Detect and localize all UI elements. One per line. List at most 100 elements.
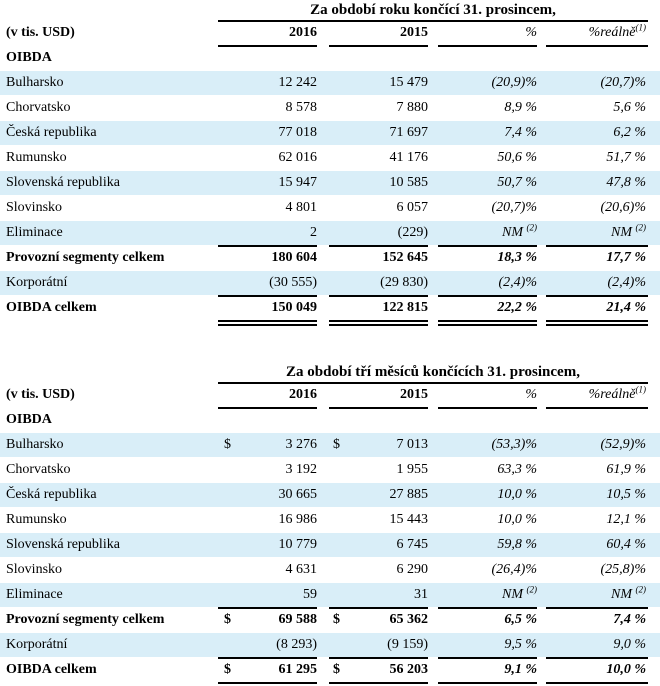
value-2015: 15 479	[389, 75, 429, 90]
subtotal-rule	[218, 657, 317, 659]
total-double-rule	[218, 682, 317, 684]
row-label: Provozní segmenty celkem	[6, 612, 165, 627]
section-row: OIBDA	[0, 408, 660, 432]
value-pct: 50,7 %	[497, 175, 537, 190]
value-real: 21,4 %	[606, 300, 646, 315]
total-double-rule	[546, 324, 648, 326]
value-2015: 6 290	[396, 562, 429, 577]
value-2015: 1 955	[396, 462, 429, 477]
value-2016: 77 018	[278, 125, 318, 140]
currency-symbol: $	[224, 437, 231, 452]
currency-symbol: $	[224, 612, 231, 627]
table-row: Slovinsko 4 631 6 290 (26,4)% (25,8)%	[0, 558, 660, 582]
value-real: 17,7 %	[606, 250, 646, 265]
row-label: Rumunsko	[6, 512, 67, 527]
table-row: Česká republika 30 665 27 885 10,0 % 10,5 %	[0, 483, 660, 507]
value-2015: 27 885	[389, 487, 429, 502]
value-2015: 6 745	[396, 537, 429, 552]
value-pct: (20,7)%	[491, 200, 538, 215]
value-pct: 10,0 %	[497, 487, 537, 502]
subtotal-rule	[438, 245, 537, 247]
subtotal-rule	[218, 245, 317, 247]
subtotal-rule	[329, 245, 428, 247]
row-label: Eliminace	[6, 225, 63, 240]
row-label: Slovinsko	[6, 562, 63, 577]
value-pct: (20,9)%	[491, 75, 538, 90]
subtotal-rule	[546, 657, 648, 659]
row-label: OIBDA celkem	[6, 662, 97, 677]
value-pct: 8,9 %	[504, 100, 537, 115]
header-rule	[546, 407, 648, 409]
total-double-rule	[438, 320, 537, 322]
total-double-rule	[218, 320, 317, 322]
value-2016: (30 555)	[269, 275, 317, 290]
value-pct: 18,3 %	[497, 250, 537, 265]
value-real: 60,4 %	[606, 537, 646, 552]
value-2015: 65 362	[389, 612, 429, 627]
value-pct: NM (2)	[502, 584, 537, 602]
value-2015: 71 697	[389, 125, 429, 140]
value-2016: 3 276	[285, 437, 318, 452]
period-heading: Za období roku končící 31. prosincem,	[310, 2, 556, 18]
value-pct: 50,6 %	[497, 150, 537, 165]
value-pct: 7,4 %	[504, 125, 537, 140]
value-pct: 9,5 %	[504, 637, 537, 652]
value-2016: 10 779	[278, 537, 318, 552]
col-header-real: %reálně(1)	[588, 22, 646, 40]
col-header-2015: 2015	[400, 387, 428, 402]
value-pct: (2,4)%	[498, 275, 538, 290]
row-label: Slovinsko	[6, 200, 63, 215]
row-label: Slovenská republika	[6, 537, 120, 552]
col-header-pct: %	[525, 25, 537, 40]
currency-symbol: $	[224, 662, 231, 677]
header-rule	[438, 407, 537, 409]
value-2016: 12 242	[278, 75, 318, 90]
value-real: 10,0 %	[606, 662, 646, 677]
table-row: Eliminace 2 (229) NM (2) NM (2)	[0, 221, 660, 245]
row-label: Rumunsko	[6, 150, 67, 165]
value-pct: 9,1 %	[504, 662, 537, 677]
value-real: (20,6)%	[600, 200, 647, 215]
total-double-rule	[329, 320, 428, 322]
value-2015: 7 013	[396, 437, 429, 452]
table-row: Eliminace 59 31 NM (2) NM (2)	[0, 583, 660, 607]
header-rule	[438, 45, 537, 47]
row-label: Korporátní	[6, 637, 68, 652]
table-row: Provozní segmenty celkem 180 604 152 645 18…	[0, 246, 660, 270]
value-2016: 2	[310, 225, 317, 240]
table-row: Slovinsko 4 801 6 057 (20,7)% (20,6)%	[0, 196, 660, 220]
value-real: (25,8)%	[600, 562, 647, 577]
value-2015: 31	[414, 587, 428, 602]
value-2016: 69 588	[278, 612, 318, 627]
header-rule	[218, 45, 317, 47]
value-2015: 6 057	[396, 200, 429, 215]
table-row: Rumunsko 62 016 41 176 50,6 % 51,7 %	[0, 146, 660, 170]
header-rule	[218, 407, 317, 409]
unit-label: (v tis. USD)	[6, 25, 75, 40]
total-double-rule	[329, 682, 428, 684]
table-row: OIBDA celkem $61 295 $56 203 9,1 % 10,0 %	[0, 658, 660, 682]
value-pct: 22,2 %	[497, 300, 537, 315]
header-rule	[546, 45, 648, 47]
row-label: Korporátní	[6, 275, 68, 290]
section-row: OIBDA	[0, 46, 660, 70]
value-2016: 4 631	[285, 562, 318, 577]
header-rule	[329, 407, 428, 409]
currency-symbol: $	[333, 662, 340, 677]
total-double-rule	[438, 682, 537, 684]
subtotal-rule	[438, 295, 537, 297]
value-2016: 150 049	[271, 300, 318, 315]
value-pct: 6,5 %	[504, 612, 537, 627]
value-real: (2,4)%	[607, 275, 647, 290]
col-header-2016: 2016	[289, 25, 317, 40]
value-pct: NM (2)	[502, 222, 537, 240]
value-real: 12,1 %	[606, 512, 646, 527]
col-header-2016: 2016	[289, 387, 317, 402]
value-pct: 59,8 %	[497, 537, 537, 552]
value-2015: 7 880	[396, 100, 429, 115]
table-row: Rumunsko 16 986 15 443 10,0 % 12,1 %	[0, 508, 660, 532]
value-real: NM (2)	[611, 584, 646, 602]
subtotal-rule	[546, 295, 648, 297]
row-label: Eliminace	[6, 587, 63, 602]
value-real: 9,0 %	[613, 637, 646, 652]
